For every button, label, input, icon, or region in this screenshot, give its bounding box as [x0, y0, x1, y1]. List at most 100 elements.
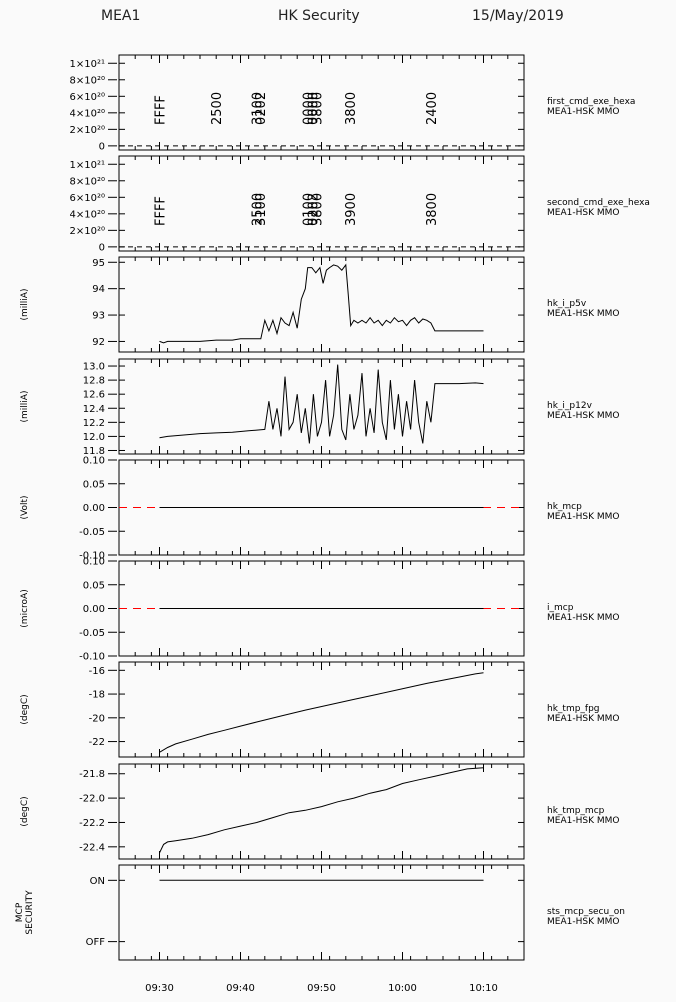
y-tick-label: 6×10²⁰: [70, 193, 105, 204]
y-tick-label: 94: [92, 284, 105, 295]
hex-annotation: 3100: [251, 92, 266, 125]
y-tick-label: -0.05: [79, 527, 105, 538]
panel-name: hk_tmp_fpg: [547, 704, 600, 714]
panel-source: MEA1-HSK MMO: [547, 208, 619, 218]
y-tick-label: 12.6: [83, 390, 105, 401]
hex-annotation: 3800: [425, 193, 440, 226]
y-axis-label: (milliA): [20, 391, 30, 423]
y-tick-label: -0.05: [79, 628, 105, 639]
y-axis-label: (microA): [20, 589, 30, 627]
y-tick-label: 0.05: [83, 479, 105, 490]
hex-annotation: 2400: [425, 92, 440, 125]
header-title-left: MEA1: [101, 8, 141, 24]
y-axis-label: MCPSECURITY: [15, 890, 35, 935]
y-axis-label-line: SECURITY: [25, 890, 35, 935]
panel-frame: [118, 864, 525, 961]
x-tick-label: 09:50: [307, 983, 336, 994]
y-tick-label: 92: [92, 337, 105, 348]
series-line: [159, 672, 484, 753]
y-tick-label: 0: [99, 141, 105, 152]
y-axis-label: (degC): [20, 694, 30, 724]
panel-source: MEA1-HSK MMO: [547, 917, 619, 927]
hex-annotation: 0100: [302, 193, 317, 226]
y-tick-label: 8×10²⁰: [70, 75, 105, 86]
y-axis-label-line: (degC): [20, 796, 30, 826]
panel-name: hk_i_p12v: [547, 401, 593, 411]
hex-annotation: FFFF: [154, 95, 169, 125]
y-axis-label: (degC): [20, 796, 30, 826]
y-axis-label-line: (degC): [20, 694, 30, 724]
y-axis-label: (Volt): [20, 495, 30, 519]
y-axis-label-line: (milliA): [20, 289, 30, 321]
hex-annotation: 0202: [307, 193, 322, 226]
y-tick-label: -22.2: [79, 818, 105, 829]
y-tick-label: 4×10²⁰: [70, 209, 105, 220]
y-tick-label: 12.4: [83, 404, 105, 415]
panel-source: MEA1-HSK MMO: [547, 512, 619, 522]
series-line: [159, 767, 484, 854]
hex-annotation: 3800: [344, 92, 359, 125]
y-axis-label: (milliA): [20, 289, 30, 321]
y-tick-label: -21.8: [79, 769, 105, 780]
y-tick-label: -18: [89, 690, 105, 701]
y-tick-label: 12.2: [83, 418, 105, 429]
y-tick-label: 1×10²¹: [70, 160, 105, 171]
header-title-center: HK Security: [278, 8, 360, 24]
panel-name: hk_mcp: [547, 502, 582, 512]
y-tick-label: -20: [89, 713, 105, 724]
series-line: [159, 364, 484, 444]
header-date: 15/May/2019: [472, 8, 564, 24]
y-tick-label: 12.0: [83, 432, 105, 443]
y-tick-label: -0.10: [79, 652, 105, 663]
panel-name: i_mcp: [547, 603, 574, 613]
panel-name: second_cmd_exe_hexa: [547, 198, 650, 208]
y-tick-label: -22.0: [79, 794, 105, 805]
panel-frame: [118, 763, 525, 860]
y-tick-label: -16: [89, 666, 105, 677]
hex-annotation: 0000: [302, 92, 317, 125]
y-tick-label: ON: [90, 876, 105, 887]
series-line: [159, 263, 484, 344]
y-tick-label: -22.4: [79, 842, 105, 853]
y-axis-label-line: (Volt): [20, 495, 30, 519]
y-tick-label: 4×10²⁰: [70, 108, 105, 119]
panel-frame: [118, 256, 525, 353]
y-tick-label: 12.8: [83, 376, 105, 387]
panel-name: first_cmd_exe_hexa: [547, 97, 635, 107]
panel-source: MEA1-HSK MMO: [547, 309, 619, 319]
hex-annotation: 3800: [311, 193, 326, 226]
hex-annotation: 2500: [251, 193, 266, 226]
y-tick-label: 1×10²¹: [70, 59, 105, 70]
y-axis-label-line: (microA): [20, 589, 30, 627]
y-tick-label: 0.00: [83, 604, 105, 615]
y-tick-label: 13.0: [83, 362, 105, 373]
y-tick-label: 0: [99, 242, 105, 253]
y-tick-label: 0.00: [83, 503, 105, 514]
y-tick-label: 6×10²⁰: [70, 92, 105, 103]
x-tick-label: 10:10: [469, 983, 498, 994]
hex-annotation: 0000: [307, 92, 322, 125]
y-tick-label: 2×10²⁰: [70, 226, 105, 237]
y-tick-label: 0.10: [83, 456, 105, 467]
panel-frame: [118, 358, 525, 455]
x-tick-label: 09:40: [226, 983, 255, 994]
y-axis-label-line: (milliA): [20, 391, 30, 423]
y-tick-label: 95: [92, 258, 105, 269]
y-tick-label: 93: [92, 311, 105, 322]
panel-name: hk_i_p5v: [547, 299, 587, 309]
y-tick-label: -22: [89, 737, 105, 748]
panel-source: MEA1-HSK MMO: [547, 107, 619, 117]
panel-name: hk_tmp_mcp: [547, 806, 605, 816]
x-tick-label: 09:30: [145, 983, 174, 994]
panel-name: sts_mcp_secu_on: [547, 907, 625, 917]
panel-source: MEA1-HSK MMO: [547, 714, 619, 724]
hex-annotation: 3100: [254, 193, 269, 226]
hex-annotation: 0202: [254, 92, 269, 125]
y-tick-label: 8×10²⁰: [70, 176, 105, 187]
y-tick-label: OFF: [86, 937, 106, 948]
hex-annotation: 3800: [311, 92, 326, 125]
y-tick-label: 11.8: [83, 446, 105, 457]
x-tick-label: 10:00: [388, 983, 417, 994]
hex-annotation: FFFF: [154, 196, 169, 226]
panel-source: MEA1-HSK MMO: [547, 613, 619, 623]
